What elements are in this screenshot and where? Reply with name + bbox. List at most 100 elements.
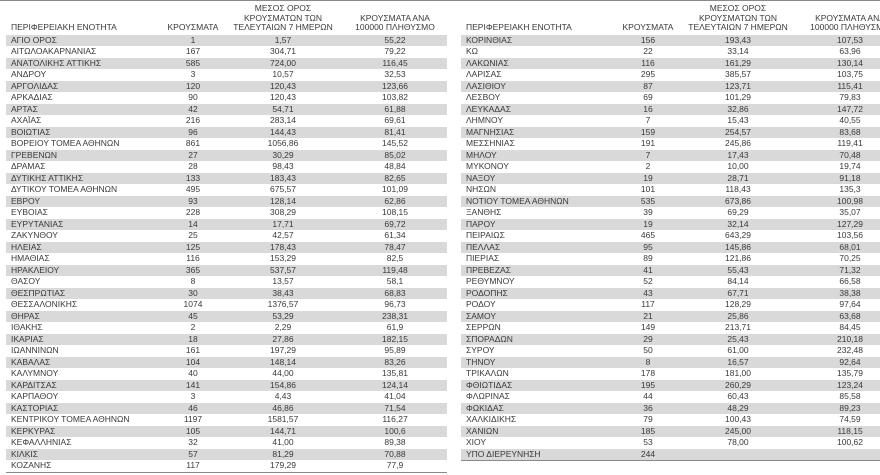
value-cell: 101,09 [382,184,408,194]
value-cell: 83,68 [839,126,861,137]
table-row: ΧΙΟΥ 53 78,00 100,62 [461,437,880,449]
value-cell: 69,72 [384,218,406,229]
region-name-cell: ΜΥΚΟΝΟΥ [466,161,509,171]
value-cell: 120,43 [270,92,296,102]
value-cell: 40,55 [839,115,861,125]
value-cell: 105 [185,425,201,436]
value-cell: 32,14 [727,218,749,229]
value-cell: 210,18 [837,333,863,344]
value-cell: 22 [643,46,653,56]
value-cell: 98,43 [272,161,294,171]
region-name-cell: ΜΗΛΟΥ [466,149,497,160]
value-cell: 90 [188,92,198,102]
region-name-cell: ΗΛΕΙΑΣ [11,241,42,252]
value-cell: 4,43 [274,391,292,401]
value-cell: 79 [643,414,653,424]
region-name-cell: ΙΘΑΚΗΣ [11,322,43,332]
value-cell: 55,43 [727,264,749,275]
value-cell: 15,43 [727,115,749,125]
value-cell: 69 [643,92,653,102]
region-name-cell: ΥΠΟ ΔΙΕΡΕΥΝΗΣΗ [466,448,541,459]
value-cell: 161,29 [725,57,751,68]
value-cell: 195 [640,379,656,390]
region-name-cell: ΑΝΑΤΟΛΙΚΗΣ ΑΤΤΙΚΗΣ [11,57,102,68]
region-name-cell: ΚΕΝΤΡΙΚΟΥ ΤΟΜΕΑ ΑΘΗΝΩΝ [11,414,130,424]
value-cell: 30,29 [272,149,294,160]
value-cell: 13,57 [272,276,294,286]
value-cell: 25 [188,230,198,240]
right-region-table: ΠΕΡΙΦΕΡΕΙΑΚΗ ΕΝΟΤΗΤΑ ΚΡΟΥΣΜΑΤΑ ΜΕΣΟΣ ΟΡΟ… [461,3,880,461]
region-name-cell: ΔΡΑΜΑΣ [11,161,46,171]
region-name-cell: ΦΩΚΙΔΑΣ [466,402,504,413]
left-table-body: ΑΓΙΟ ΟΡΟΣ 1 1,57 55,22 ΑΙΤΩΛΟΑΚΑΡΝΑΝΙΑΣ 167 30… [6,34,447,472]
value-cell: 145,52 [382,138,408,148]
value-cell: 97,64 [839,299,861,309]
value-cell: 2 [190,322,196,332]
value-cell: 182,15 [382,333,408,344]
table-row: ΧΑΛΚΙΔΙΚΗΣ 79 100,43 74,59 [461,414,880,426]
table-row: ΠΑΡΟΥ 19 32,14 127,29 [461,218,880,230]
region-name-cell: ΣΥΡΟΥ [466,345,495,355]
value-cell: 133 [185,172,201,183]
value-cell: 61,9 [386,322,404,332]
value-cell: 27,86 [272,333,294,344]
value-cell: 119,48 [382,264,408,275]
table-row: ΚΩ 22 33,14 63,96 [461,46,880,58]
table-row: ΦΘΙΩΤΙΔΑΣ 195 260,29 123,24 [461,379,880,391]
value-cell: 144,71 [270,425,296,436]
value-cell: 183,43 [270,172,296,183]
value-cell: 42,57 [272,230,294,240]
value-cell: 41,00 [272,437,294,447]
table-row: ΜΗΛΟΥ 7 17,43 70,48 [461,149,880,161]
region-name-cell: ΑΝΔΡΟΥ [11,69,47,79]
value-cell: 41 [643,264,653,275]
region-name-cell: ΚΟΡΙΝΘΙΑΣ [466,34,513,45]
table-row: ΚΕΡΚΥΡΑΣ 105 144,71 100,6 [6,425,447,437]
table-row: ΛΑΡΙΣΑΣ 295 385,57 103,75 [461,69,880,81]
table-row: ΠΕΙΡΑΙΩΣ 465 643,29 103,56 [461,230,880,242]
value-cell: 42 [188,103,198,114]
region-name-cell: ΔΥΤΙΚΗΣ ΑΤΤΙΚΗΣ [11,172,84,183]
region-name-cell: ΠΕΛΛΑΣ [466,241,501,252]
table-row: ΣΕΡΡΩΝ 149 213,71 84,45 [461,322,880,334]
region-name-cell: ΡΟΔΟΠΗΣ [466,287,508,298]
value-cell: 181,00 [725,368,751,378]
value-cell: 245,86 [725,138,751,148]
value-cell: 70,25 [839,253,861,263]
value-cell: 121,86 [725,253,751,263]
region-name-cell: ΣΠΟΡΑΔΩΝ [466,333,513,344]
value-cell: 124,14 [382,379,408,390]
value-cell: 213,71 [725,322,751,332]
value-cell: 1 [190,34,196,45]
table-row: ΘΕΣΠΡΩΤΙΑΣ 30 38,43 68,83 [6,287,447,299]
region-name-cell: ΠΙΕΡΙΑΣ [466,253,500,263]
region-name-cell: ΕΒΡΟΥ [11,195,41,206]
value-cell: 153,29 [270,253,296,263]
table-row: ΚΑΛΥΜΝΟΥ 40 44,00 135,81 [6,368,447,380]
value-cell: 38,43 [272,287,294,298]
table-row: ΣΠΟΡΑΔΩΝ 29 25,43 210,18 [461,333,880,345]
value-cell: 304,71 [270,46,296,56]
value-cell: 87 [643,80,653,91]
table-row: ΜΑΓΝΗΣΙΑΣ 159 254,57 83,68 [461,126,880,138]
table-row: ΑΧΑΪΑΣ 216 283,14 69,61 [6,115,447,127]
value-cell: 57 [188,448,198,459]
value-cell: 77,9 [386,460,404,470]
value-cell: 69,61 [384,115,406,125]
value-cell: 149 [640,322,656,332]
value-cell: 78,47 [384,241,406,252]
region-name-cell: ΡΕΘΥΜΝΟΥ [466,276,515,286]
value-cell: 643,29 [725,230,751,240]
column-header-per-100000: ΚΡΟΥΣΜΑΤΑ ΑΝΑ 100000 ΠΛΗΘΥΣΜΟ [355,12,435,32]
region-name-cell: ΝΑΞΟΥ [466,172,496,183]
value-cell: 7 [645,115,651,125]
value-cell: 585 [185,57,201,68]
value-cell: 675,57 [270,184,296,194]
value-cell: 33,14 [727,46,749,56]
value-cell: 245,00 [725,425,751,436]
value-cell: 54,71 [272,103,294,114]
value-cell: 117 [186,460,200,470]
region-name-cell: ΝΟΤΙΟΥ ΤΟΜΕΑ ΑΘΗΝΩΝ [466,195,569,206]
value-cell: 17,43 [727,149,749,160]
